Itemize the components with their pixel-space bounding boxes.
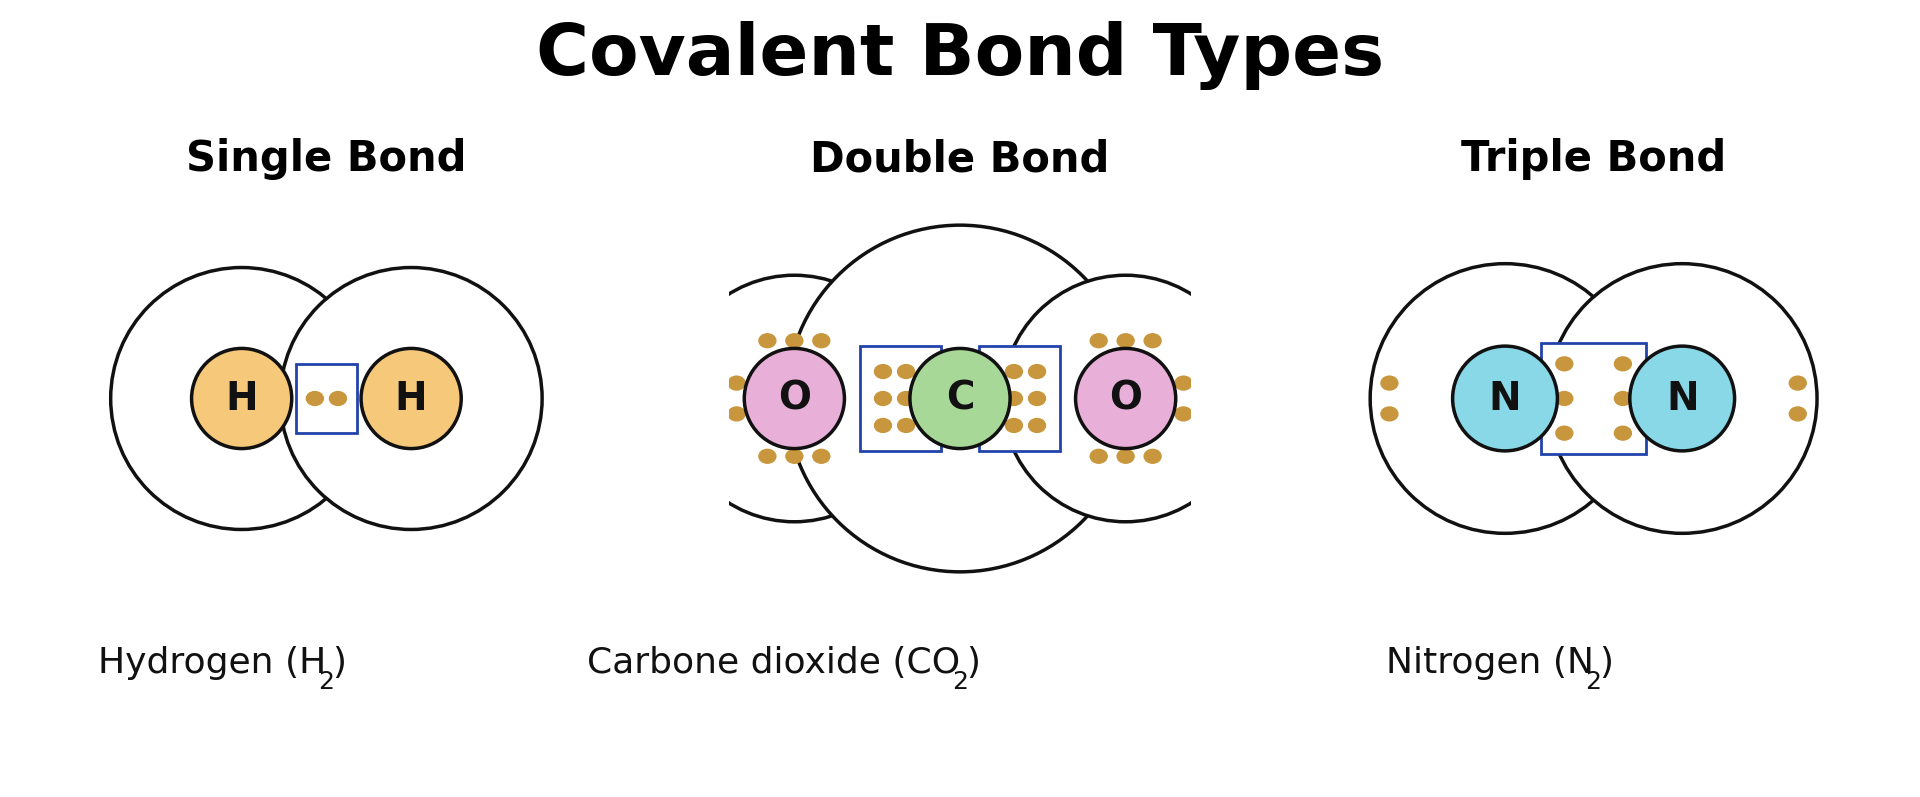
Ellipse shape — [812, 334, 829, 347]
Circle shape — [787, 225, 1133, 572]
Ellipse shape — [897, 364, 914, 379]
Circle shape — [910, 348, 1010, 449]
Ellipse shape — [874, 391, 891, 406]
FancyBboxPatch shape — [979, 346, 1060, 451]
Ellipse shape — [1091, 450, 1108, 463]
Ellipse shape — [874, 418, 891, 433]
Text: Double Bond: Double Bond — [810, 139, 1110, 180]
Text: N: N — [1488, 379, 1521, 418]
Ellipse shape — [812, 450, 829, 463]
Circle shape — [280, 268, 541, 529]
Ellipse shape — [1091, 334, 1108, 347]
Circle shape — [192, 348, 292, 449]
Circle shape — [1548, 264, 1816, 533]
Text: N: N — [1667, 379, 1699, 418]
Ellipse shape — [1144, 450, 1162, 463]
Text: Covalent Bond Types: Covalent Bond Types — [536, 22, 1384, 90]
FancyBboxPatch shape — [860, 346, 941, 451]
Ellipse shape — [728, 407, 745, 421]
Ellipse shape — [1789, 407, 1807, 421]
Circle shape — [672, 275, 918, 522]
Ellipse shape — [1006, 391, 1023, 406]
Ellipse shape — [1789, 376, 1807, 390]
Text: Nitrogen (N: Nitrogen (N — [1386, 646, 1594, 681]
Ellipse shape — [1555, 391, 1572, 406]
Ellipse shape — [1615, 426, 1632, 440]
Text: O: O — [778, 379, 810, 418]
Circle shape — [1002, 275, 1248, 522]
Text: H: H — [225, 379, 257, 418]
Ellipse shape — [307, 391, 323, 406]
Ellipse shape — [1615, 391, 1632, 406]
Ellipse shape — [1029, 391, 1046, 406]
Ellipse shape — [1175, 407, 1192, 421]
Circle shape — [1075, 348, 1175, 449]
Ellipse shape — [1380, 407, 1398, 421]
Ellipse shape — [758, 450, 776, 463]
Ellipse shape — [1555, 357, 1572, 371]
Text: O: O — [1110, 379, 1142, 418]
Circle shape — [1453, 346, 1557, 451]
Circle shape — [1371, 264, 1640, 533]
Text: 2: 2 — [319, 670, 334, 694]
Ellipse shape — [1006, 364, 1023, 379]
Ellipse shape — [874, 364, 891, 379]
Ellipse shape — [785, 450, 803, 463]
Ellipse shape — [1006, 418, 1023, 433]
Text: C: C — [947, 379, 973, 418]
Text: H: H — [396, 379, 428, 418]
Ellipse shape — [758, 334, 776, 347]
Text: 2: 2 — [952, 670, 968, 694]
Ellipse shape — [1144, 334, 1162, 347]
Text: Hydrogen (H: Hydrogen (H — [98, 646, 326, 681]
Text: Single Bond: Single Bond — [186, 139, 467, 180]
Text: Triple Bond: Triple Bond — [1461, 139, 1726, 180]
Ellipse shape — [1029, 364, 1046, 379]
Ellipse shape — [728, 376, 745, 390]
Ellipse shape — [897, 418, 914, 433]
FancyBboxPatch shape — [1542, 343, 1645, 454]
Ellipse shape — [1117, 334, 1135, 347]
Ellipse shape — [1555, 426, 1572, 440]
Ellipse shape — [1029, 418, 1046, 433]
FancyBboxPatch shape — [296, 363, 357, 434]
Ellipse shape — [897, 391, 914, 406]
Text: ): ) — [966, 646, 979, 681]
Text: ): ) — [332, 646, 346, 681]
Ellipse shape — [1615, 357, 1632, 371]
Text: 2: 2 — [1586, 670, 1601, 694]
Circle shape — [745, 348, 845, 449]
Circle shape — [361, 348, 461, 449]
Text: ): ) — [1599, 646, 1613, 681]
Circle shape — [111, 268, 372, 529]
Circle shape — [1630, 346, 1734, 451]
Text: Carbone dioxide (CO: Carbone dioxide (CO — [588, 646, 960, 681]
Ellipse shape — [330, 391, 346, 406]
Ellipse shape — [1380, 376, 1398, 390]
Ellipse shape — [1117, 450, 1135, 463]
Ellipse shape — [1175, 376, 1192, 390]
Ellipse shape — [785, 334, 803, 347]
